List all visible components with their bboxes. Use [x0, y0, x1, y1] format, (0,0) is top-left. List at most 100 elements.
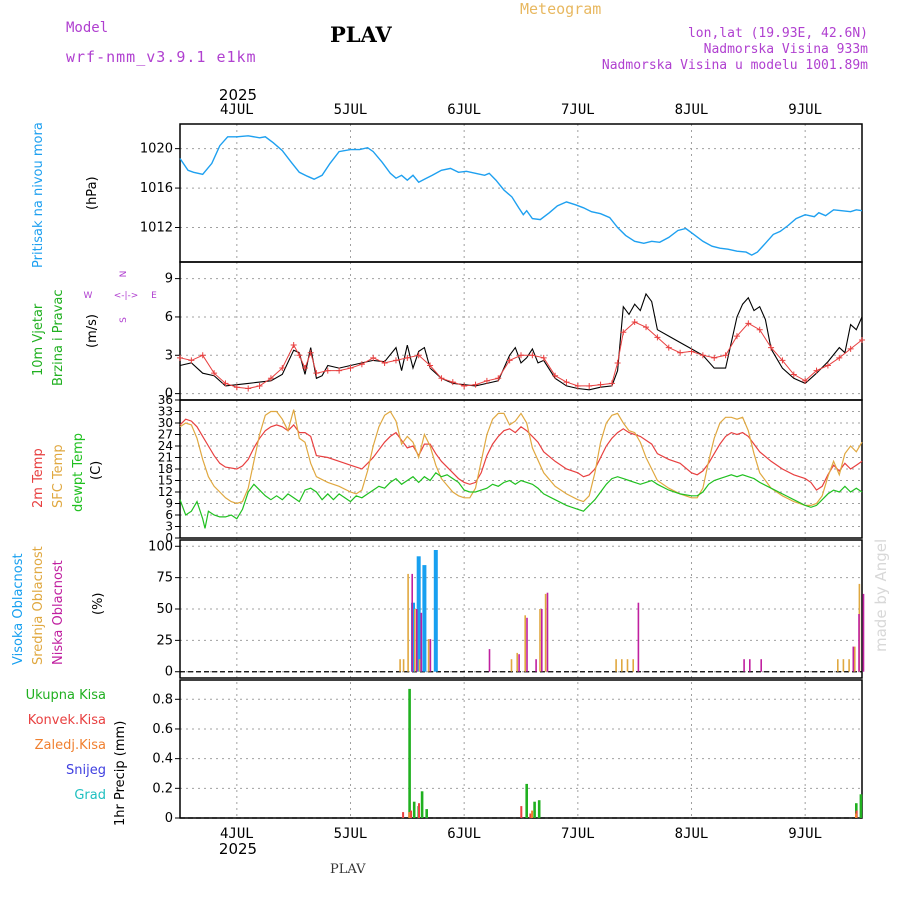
location-label: lon,lat (19.93E, 42.6N) — [687, 26, 868, 41]
high-cloud-bar — [416, 556, 421, 672]
wind-gust-marker — [733, 333, 740, 340]
temperature-tick-label: 30 — [158, 416, 173, 430]
wind-gust-marker — [177, 354, 183, 361]
compass-e: E — [151, 291, 157, 301]
mid-cloud-bar — [615, 659, 617, 672]
temperature-tick-label: 18 — [158, 462, 173, 476]
compass-s: S — [119, 317, 129, 323]
temp-label-sfc: SFC Temp — [51, 444, 66, 508]
wind-gust-marker — [381, 359, 388, 366]
low-cloud-bar — [429, 639, 432, 672]
wind-gust-marker — [307, 349, 314, 356]
temperature-tick-label: 12 — [158, 485, 173, 499]
total-rain-bar — [537, 800, 541, 818]
compass-w: W — [84, 291, 93, 301]
temperature-tick-label: 33 — [158, 405, 173, 419]
wind-gust-marker — [631, 319, 638, 326]
temperature-tick-label: 6 — [165, 508, 173, 522]
low-cloud-bar — [488, 649, 491, 672]
low-cloud-bar — [535, 659, 537, 672]
mid-cloud-bar — [407, 573, 409, 672]
wind-gust-marker — [358, 361, 365, 368]
top-day-label: 5JUL — [334, 102, 368, 118]
temperature-tick-label: 21 — [158, 451, 173, 465]
cloud-tick-label: 0 — [165, 665, 173, 680]
wind-gust-marker — [620, 329, 627, 336]
dewpt-temp-line — [179, 471, 863, 529]
wind-title-2: Brzina i Pravac — [51, 289, 66, 386]
wind-gust-marker — [813, 367, 820, 374]
temperature-tick-label: 3 — [165, 520, 173, 534]
freezing-rain-bar — [531, 810, 534, 818]
total-rain-bar — [412, 801, 416, 818]
mid-cloud-bar — [418, 659, 421, 672]
precip-panel-frame — [179, 679, 863, 819]
low-cloud-bar — [541, 609, 543, 672]
wind-gust-marker — [654, 334, 661, 341]
low-cloud-bar — [749, 659, 751, 672]
precip-tick-label: 0 — [165, 811, 173, 826]
wind-title-1: 10m Vjetar — [31, 303, 46, 376]
wind-gust-marker — [597, 381, 604, 388]
pressure-title: Pritisak na nivou mora — [31, 122, 46, 268]
wind-gust-marker — [324, 367, 331, 374]
wind-gust-marker — [768, 344, 775, 351]
total-rain-bar — [408, 688, 411, 818]
wind-gust-marker — [199, 352, 206, 359]
elevation-label: Nadmorska Visina 933m — [703, 42, 868, 57]
wind-gust-marker — [859, 336, 865, 343]
low-cloud-bar — [858, 614, 860, 672]
temperature-tick-label: 27 — [158, 428, 173, 442]
wind-gust-marker — [211, 370, 218, 377]
mid-cloud-bar — [854, 646, 856, 672]
mid-cloud-bar — [427, 639, 430, 672]
mid-cloud-bar — [544, 593, 547, 672]
wind-gust-marker — [643, 324, 650, 331]
wind-tick-label: 0 — [165, 387, 173, 402]
mid-cloud-bar — [510, 659, 513, 672]
cloud-label-low: Niska Oblacnost — [51, 560, 66, 665]
temperature-tick-label: 9 — [165, 497, 173, 511]
low-cloud-bar — [411, 573, 413, 672]
high-cloud-bar — [433, 550, 438, 672]
wind-gust-marker — [472, 381, 479, 388]
wind-gust-marker — [529, 352, 536, 359]
cloud-label-mid: Srednja Oblacnost — [31, 546, 46, 665]
total-rain-bar — [525, 783, 528, 818]
model-label: Model — [66, 20, 109, 36]
wind-gust-marker — [756, 326, 763, 333]
bottom-year: 2025 — [219, 840, 257, 858]
wind-gust-marker — [779, 357, 786, 364]
total-rain-bar — [533, 801, 536, 818]
mid-cloud-bar — [399, 659, 401, 672]
wind-gust-marker — [790, 371, 797, 378]
wind-gust-marker — [290, 342, 297, 349]
footer-title: PLAV — [330, 862, 366, 877]
temp-2m-line — [179, 418, 863, 491]
pressure-unit: (hPa) — [85, 176, 100, 210]
low-cloud-bar — [862, 593, 865, 672]
wind-gust-marker — [438, 375, 445, 382]
low-cloud-bar — [760, 659, 762, 672]
mid-cloud-bar — [402, 659, 405, 672]
wind-gust-marker — [449, 379, 456, 386]
wind-gust-marker — [847, 345, 854, 352]
wind-gust-marker — [483, 377, 490, 384]
wind-tick-label: 9 — [165, 272, 173, 287]
wind-gust-marker — [415, 352, 422, 359]
precip-tick-label: 0.8 — [152, 692, 173, 707]
wind-tick-label: 3 — [165, 348, 173, 363]
freezing-rain-bar — [855, 813, 857, 818]
precip-tick-label: 0.4 — [152, 752, 173, 767]
wind-gust-marker — [563, 379, 570, 386]
cloud-unit: (%) — [91, 593, 106, 616]
wind-gust-line — [179, 321, 863, 390]
low-cloud-bar — [546, 592, 549, 672]
low-cloud-bar — [526, 617, 528, 672]
compass-n: N — [119, 271, 129, 278]
wind-gust-marker — [699, 352, 706, 359]
wind-gust-marker — [296, 352, 303, 359]
wind-gust-marker — [347, 365, 354, 372]
mid-cloud-bar — [848, 659, 850, 672]
